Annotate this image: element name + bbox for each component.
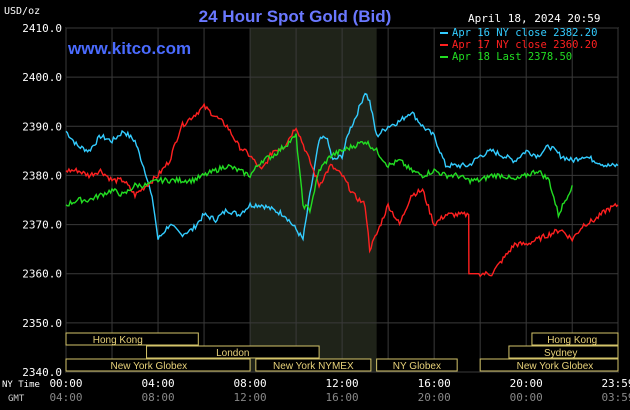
legend-entry: Apr 18 Last 2378.50 xyxy=(452,51,572,63)
y-tick-label: 2390.0 xyxy=(22,120,62,133)
session-bar xyxy=(508,345,619,359)
highlight-band xyxy=(250,28,377,372)
y-tick-label: 2380.0 xyxy=(22,169,62,182)
series-line-2 xyxy=(65,102,619,278)
y-tick-label: 2410.0 xyxy=(22,22,62,35)
session-bar-label: Sydney xyxy=(544,348,577,359)
y-tick-label: 2370.0 xyxy=(22,219,62,232)
x-tick-label-gmt: 12:00 xyxy=(234,391,267,404)
session-bar-label: New York NYMEX xyxy=(273,361,354,372)
chart-title: 24 Hour Spot Gold (Bid) xyxy=(199,7,392,26)
x-tick-label-ny: 04:00 xyxy=(141,377,174,390)
x-tick-label-gmt: 00:00 xyxy=(510,391,543,404)
x-tick-label-gmt: 04:00 xyxy=(49,391,82,404)
x-tick-label-gmt: 03:59 xyxy=(601,391,630,404)
session-bar-label: New York Globex xyxy=(517,361,594,372)
chart-date-label: April 18, 2024 20:59 xyxy=(468,12,600,25)
session-bar xyxy=(65,332,199,346)
x-axis-gmt-label: GMT xyxy=(8,394,25,404)
session-bar-label: NY Globex xyxy=(393,361,441,372)
y-tick-label: 2400.0 xyxy=(22,71,62,84)
y-tick-label: 2340.0 xyxy=(22,366,62,379)
x-tick-label-ny: 12:00 xyxy=(326,377,359,390)
legend-entry: Apr 16 NY close 2382.20 xyxy=(452,27,597,39)
y-tick-label: 2360.0 xyxy=(22,268,62,281)
session-bar xyxy=(255,358,372,372)
session-bar xyxy=(531,332,619,346)
session-bar-label: New York Globex xyxy=(110,361,187,372)
y-axis-unit-label: USD/oz xyxy=(4,6,40,17)
x-tick-label-gmt: 20:00 xyxy=(418,391,451,404)
series-line-1 xyxy=(65,92,619,242)
x-tick-label-gmt: 16:00 xyxy=(326,391,359,404)
legend-entry: Apr 17 NY close 2360.20 xyxy=(452,39,597,51)
x-tick-label-ny: 08:00 xyxy=(234,377,267,390)
session-bar xyxy=(65,358,251,372)
kitco-watermark: www.kitco.com xyxy=(67,39,191,58)
x-axis-ny-time-label: NY Time xyxy=(2,380,40,390)
series-line-3 xyxy=(65,133,573,219)
x-tick-label-gmt: 08:00 xyxy=(141,391,174,404)
x-tick-label-ny: 23:59 xyxy=(601,377,630,390)
x-tick-label-ny: 16:00 xyxy=(418,377,451,390)
x-tick-label-ny: 20:00 xyxy=(510,377,543,390)
x-tick-label-ny: 00:00 xyxy=(49,377,82,390)
session-bar xyxy=(376,358,458,372)
y-tick-label: 2350.0 xyxy=(22,317,62,330)
session-bar xyxy=(146,345,320,359)
session-bar-label: Hong Kong xyxy=(93,335,143,346)
session-bar-label: Hong Kong xyxy=(547,335,597,346)
session-bar-label: London xyxy=(216,348,249,359)
session-bar xyxy=(479,358,619,372)
